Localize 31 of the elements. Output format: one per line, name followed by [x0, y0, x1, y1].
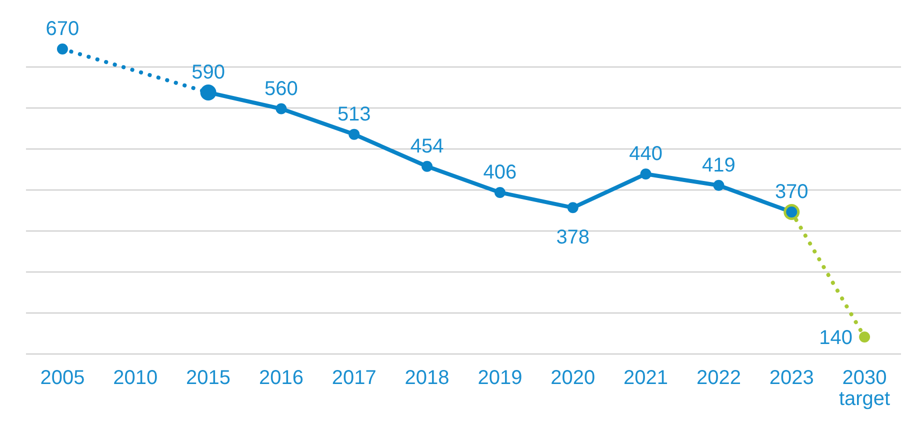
point	[494, 186, 506, 198]
x-tick-label: 2022	[696, 367, 741, 389]
point	[713, 180, 724, 191]
x-tick-label: 2019	[478, 367, 522, 389]
point	[640, 168, 652, 180]
x-tick-label: 2017	[332, 367, 376, 389]
x-tick-label: 2021	[624, 367, 668, 389]
x-tick-label: 2020	[550, 367, 596, 389]
point	[422, 160, 433, 172]
data-label: 370	[774, 181, 808, 204]
point	[348, 128, 360, 140]
x-tick-label: 2018	[404, 367, 450, 389]
point	[276, 103, 287, 114]
data-label: 560	[264, 78, 298, 100]
x-tick-label: 2015	[186, 367, 231, 389]
data-label: 406	[483, 161, 517, 184]
x-tick-label: 2010	[113, 367, 158, 389]
point	[567, 202, 578, 214]
x-tick-label: 2030 target	[838, 367, 891, 410]
point	[56, 44, 68, 54]
data-label: 590	[192, 61, 225, 84]
x-tick-label: 2016	[258, 367, 304, 389]
data-label: 440	[629, 142, 662, 165]
data-label: 419	[702, 154, 736, 176]
data-label: 454	[410, 135, 444, 158]
data-label: 378	[556, 226, 590, 249]
data-label: 140	[819, 327, 853, 349]
data-label: 513	[337, 103, 371, 126]
data-label: 670	[46, 18, 80, 40]
x-tick-label: 2023	[769, 367, 814, 389]
x-tick-label: 2005	[40, 367, 85, 389]
